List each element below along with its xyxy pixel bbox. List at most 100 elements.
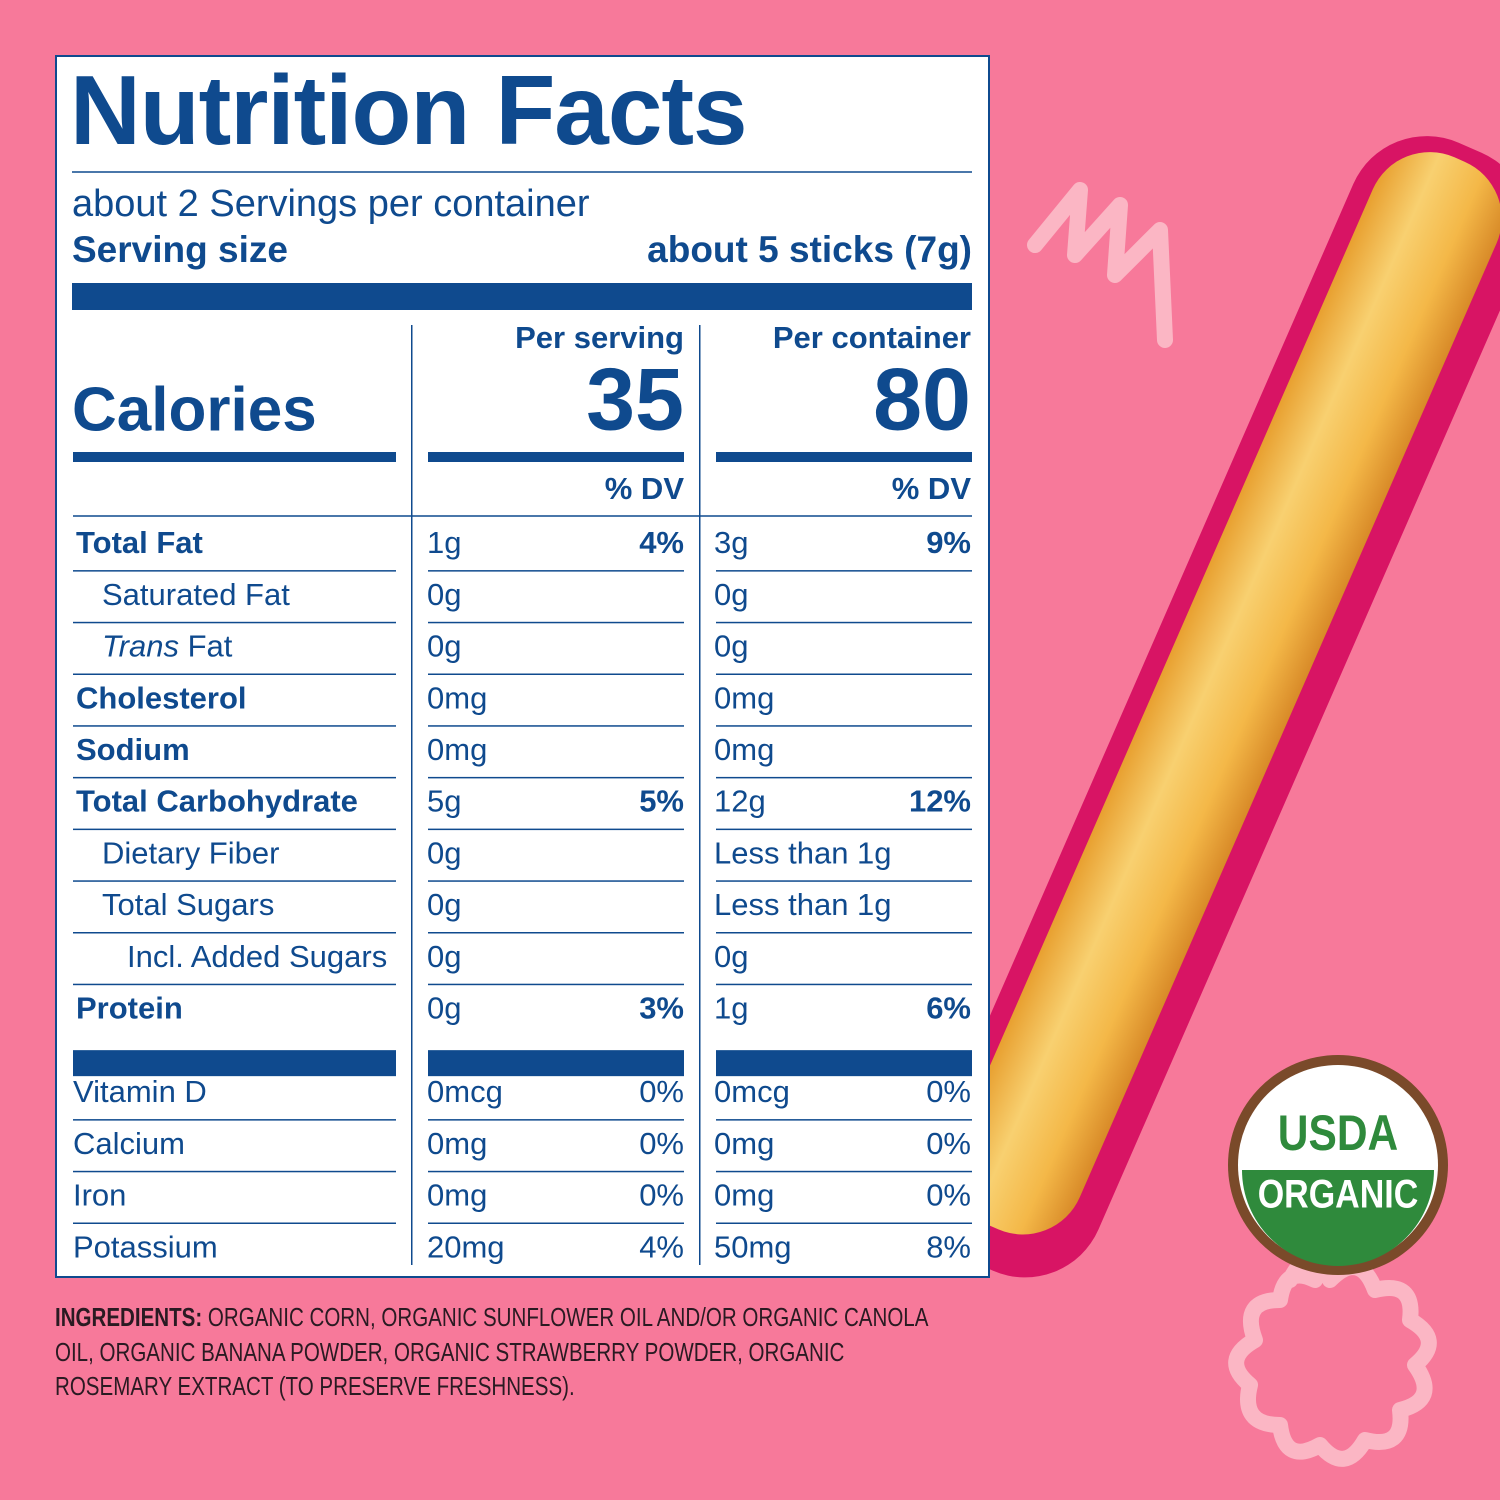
thick-bar — [72, 283, 972, 310]
daily-value: 6% — [926, 990, 971, 1025]
rule — [428, 621, 684, 624]
nutrient-name: Total Fat — [76, 525, 203, 560]
daily-value: 9% — [926, 525, 971, 560]
daily-value: 5% — [639, 784, 684, 819]
rule — [73, 515, 972, 517]
calories-value: 80 — [873, 349, 971, 448]
daily-value: 12% — [909, 784, 971, 819]
divider — [699, 325, 701, 1265]
vitamin-name: Calcium — [73, 1126, 185, 1161]
daily-value: 0% — [639, 1178, 684, 1213]
daily-value: 4% — [639, 1229, 684, 1264]
vitamin-name: Potassium — [73, 1229, 218, 1264]
rule — [73, 570, 396, 572]
daily-value: 0% — [926, 1126, 971, 1161]
rule — [716, 673, 972, 675]
rule — [428, 1222, 684, 1224]
rule — [716, 932, 972, 934]
badge: USDA ORGANIC — [1228, 1055, 1448, 1275]
rule — [72, 171, 972, 173]
rule — [428, 828, 684, 831]
vitamin-name: Iron — [73, 1178, 126, 1213]
rule — [716, 570, 972, 572]
rule — [716, 621, 972, 624]
amount: 0g — [427, 990, 461, 1025]
daily-value: 0% — [639, 1126, 684, 1161]
amount: 0g — [427, 887, 461, 922]
ingredients: INGREDIENTS: ORGANIC CORN, ORGANIC SUNFL… — [55, 1300, 964, 1404]
amount: 0g — [714, 577, 748, 612]
nutrient-name: Cholesterol — [76, 680, 247, 715]
daily-value: 4% — [639, 525, 684, 560]
nutrient-name: Dietary Fiber — [102, 835, 279, 870]
column-header: Per serving — [515, 320, 684, 355]
nutrient-name: Total Carbohydrate — [76, 784, 358, 819]
vitamin-name: Vitamin D — [73, 1074, 207, 1109]
rule — [73, 932, 396, 934]
rule — [428, 725, 684, 727]
rule — [428, 1170, 684, 1173]
amount: 0g — [427, 577, 461, 612]
serving-size: about 5 sticks (7g) — [647, 229, 972, 270]
calories-value: 35 — [586, 349, 684, 448]
rule — [73, 673, 396, 675]
daily-value: 8% — [926, 1229, 971, 1264]
dv-header: % DV — [605, 471, 685, 506]
rule — [73, 621, 396, 624]
rule — [73, 1170, 396, 1173]
amount: 0mcg — [714, 1074, 790, 1109]
rule — [716, 1170, 972, 1173]
daily-value: 3% — [639, 990, 684, 1025]
amount: 50mg — [714, 1229, 792, 1264]
servings: about 2 Servings per container — [72, 183, 590, 225]
rule — [716, 1119, 972, 1121]
amount: 0mg — [714, 1126, 774, 1161]
calories-label: Calories — [72, 375, 317, 444]
vitamin-bar — [428, 1050, 684, 1077]
amount: 0mg — [427, 680, 487, 715]
amount: 1g — [427, 525, 461, 560]
calories-bar — [428, 452, 684, 462]
nutrient-name: Incl. Added Sugars — [127, 939, 387, 974]
vitamin-bar — [73, 1050, 396, 1077]
amount: 0mg — [714, 680, 774, 715]
rule — [428, 776, 684, 779]
amount: 0mg — [714, 1178, 774, 1213]
amount: 0g — [427, 629, 461, 664]
rule — [716, 983, 972, 986]
amount: 0mg — [427, 1178, 487, 1213]
amount: 12g — [714, 784, 766, 819]
nutrient-name: Trans Fat — [102, 629, 233, 664]
amount: 0g — [427, 835, 461, 870]
title: Nutrition Facts — [70, 55, 746, 165]
amount: 0g — [427, 939, 461, 974]
rule — [73, 1222, 396, 1224]
amount: 0mg — [714, 732, 774, 767]
ingredients-label: INGREDIENTS: — [55, 1302, 203, 1332]
amount: 0g — [714, 939, 748, 974]
rule — [428, 1119, 684, 1121]
calories-bar — [716, 452, 972, 462]
daily-value: 0% — [926, 1074, 971, 1109]
dv-header: % DV — [892, 471, 972, 506]
column-header: Per container — [773, 320, 971, 355]
nutrient-name: Protein — [76, 990, 183, 1025]
badge-bottom: ORGANIC — [1258, 1171, 1419, 1216]
rule — [716, 880, 972, 882]
stick — [922, 136, 1500, 1278]
rule — [428, 932, 684, 934]
decoration — [1027, 182, 1437, 1467]
amount: Less than 1g — [714, 887, 892, 922]
amount: 0mg — [427, 1126, 487, 1161]
nutrient-name: Sodium — [76, 732, 190, 767]
rule — [73, 776, 396, 779]
rule — [428, 983, 684, 986]
rule — [73, 983, 396, 986]
amount: 20mg — [427, 1229, 505, 1264]
rule — [428, 880, 684, 882]
amount: 5g — [427, 784, 461, 819]
rule — [73, 1119, 396, 1121]
amount: 0g — [714, 629, 748, 664]
